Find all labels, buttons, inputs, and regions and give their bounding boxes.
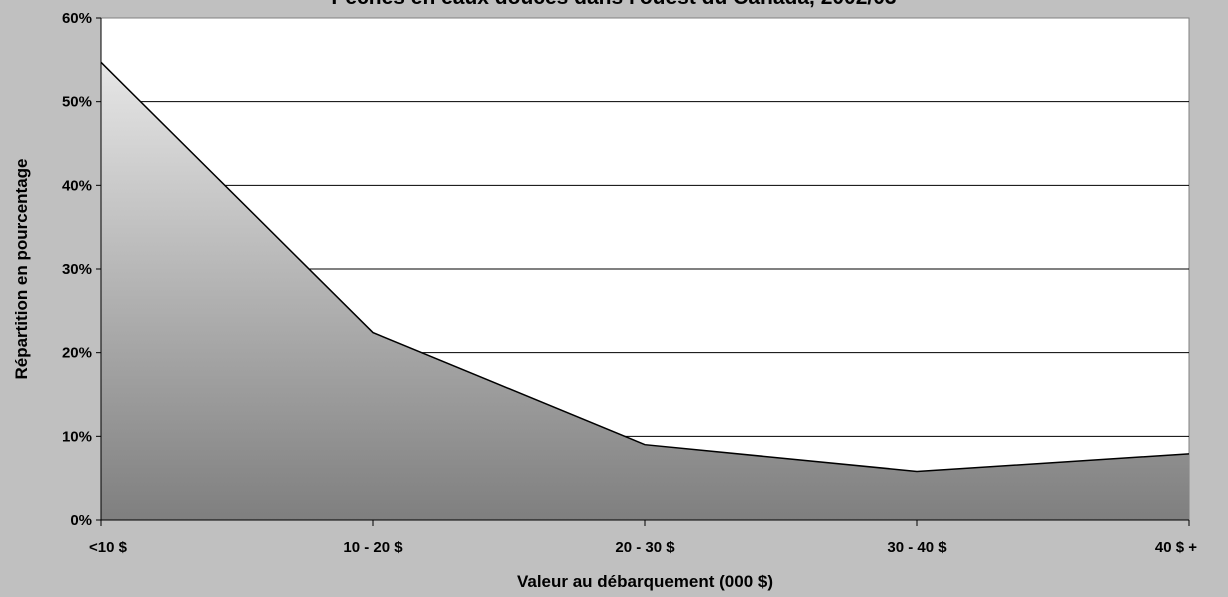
x-tick-label: 40 $ + [1155,539,1197,556]
y-tick-label: 50% [62,94,92,111]
y-axis-title: Répartition en pourcentage [12,158,31,379]
x-tick-label: 20 - 30 $ [615,539,675,556]
y-tick-label: 30% [62,261,92,278]
x-axis-title: Valeur au débarquement (000 $) [517,572,773,591]
x-tick-label: 30 - 40 $ [887,539,947,556]
x-tick-label: 10 - 20 $ [343,539,403,556]
y-tick-label: 20% [62,345,92,362]
x-tick-label: <10 $ [89,539,128,556]
x-tick-labels: <10 $ 10 - 20 $ 20 - 30 $ 30 - 40 $ 40 $ + [89,539,1197,556]
y-tick-label: 40% [62,177,92,194]
chart-title: Pêches en eaux douces dans l'ouest du Ca… [331,0,896,9]
y-tick-label: 10% [62,428,92,445]
y-tick-labels: 0% 10% 20% 30% 40% 50% 60% [62,10,92,529]
y-tick-label: 60% [62,10,92,27]
y-tick-label: 0% [70,512,92,529]
